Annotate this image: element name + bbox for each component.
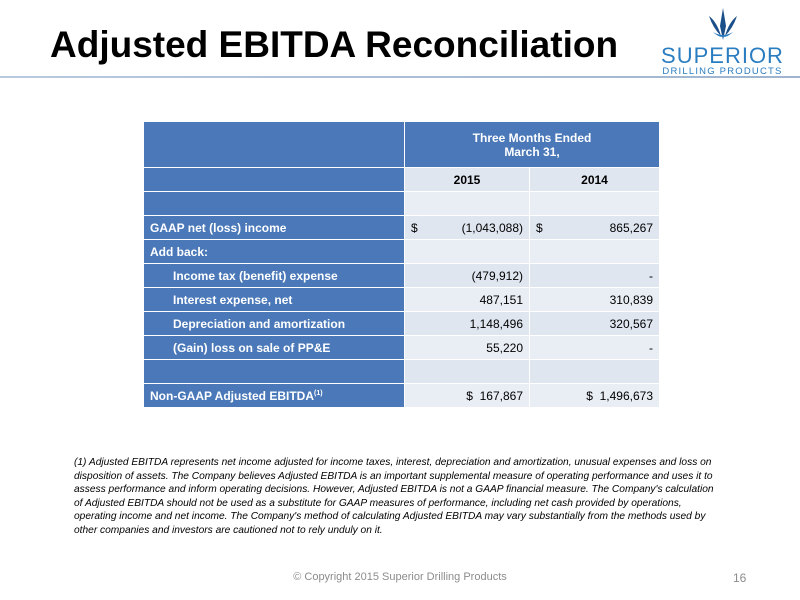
footnote-ref: (1) xyxy=(314,389,323,397)
title-divider xyxy=(0,76,800,78)
row-label: Add back: xyxy=(143,239,405,264)
footnote: (1) Adjusted EBITDA represents net incom… xyxy=(74,457,714,536)
year-2015: 2015 xyxy=(404,167,530,192)
value-2014: 320,567 xyxy=(529,311,660,336)
table-row: Depreciation and amortization 1,148,496 … xyxy=(143,311,660,336)
value-2015: (1,043,088) xyxy=(461,220,523,235)
logo-subtitle: DRILLING PRODUCTS xyxy=(662,66,783,77)
value-2015: (479,912) xyxy=(404,263,530,288)
page-number: 16 xyxy=(733,571,747,585)
table-row: (Gain) loss on sale of PP&E 55,220 - xyxy=(143,335,660,360)
page-title: Adjusted EBITDA Reconciliation xyxy=(50,24,619,65)
drill-bit-logo-icon xyxy=(709,8,737,40)
value-2014: - xyxy=(529,263,660,288)
table-row: Interest expense, net 487,151 310,839 xyxy=(143,287,660,312)
value-2015: 55,220 xyxy=(404,335,530,360)
total-row: Non-GAAP Adjusted EBITDA(1) $ 167,867 $ … xyxy=(143,383,660,408)
company-logo: SUPERIOR DRILLING PRODUCTS xyxy=(650,6,795,77)
period-header-line2: March 31, xyxy=(504,144,560,159)
row-label: Income tax (benefit) expense xyxy=(143,263,405,288)
ebitda-reconciliation-table: Three Months Ended March 31, 2015 2014 G… xyxy=(143,121,660,408)
value-2014: 865,267 xyxy=(609,220,653,235)
spacer-row xyxy=(143,191,660,216)
dollar-sign: $ xyxy=(536,220,543,235)
total-label: Non-GAAP Adjusted EBITDA(1) xyxy=(143,383,405,408)
total-2015: $ 167,867 xyxy=(404,383,530,408)
table-row: Add back: xyxy=(143,239,660,264)
year-row-blank xyxy=(143,167,405,192)
table-row: GAAP net (loss) income $ (1,043,088) $865… xyxy=(143,215,660,240)
value-2015: 1,148,496 xyxy=(404,311,530,336)
period-header-line1: Three Months Ended xyxy=(472,130,592,145)
value-2014: 310,839 xyxy=(529,287,660,312)
logo-wordmark: SUPERIOR xyxy=(661,43,784,68)
year-2014: 2014 xyxy=(529,167,660,192)
row-label: (Gain) loss on sale of PP&E xyxy=(143,335,405,360)
year-row: 2015 2014 xyxy=(143,167,660,192)
value-2014: - xyxy=(529,335,660,360)
row-label: Depreciation and amortization xyxy=(143,311,405,336)
table-row: Income tax (benefit) expense (479,912) - xyxy=(143,263,660,288)
header-blank-cell xyxy=(143,121,405,168)
spacer-row xyxy=(143,359,660,384)
copyright: © Copyright 2015 Superior Drilling Produ… xyxy=(293,571,507,583)
row-label: GAAP net (loss) income xyxy=(143,215,405,240)
total-2014: $ 1,496,673 xyxy=(529,383,660,408)
value-2015: 487,151 xyxy=(404,287,530,312)
total-label-text: Non-GAAP Adjusted EBITDA xyxy=(150,388,314,403)
row-label: Interest expense, net xyxy=(143,287,405,312)
period-header: Three Months Ended March 31, xyxy=(404,121,660,168)
table-header-row: Three Months Ended March 31, xyxy=(143,121,660,168)
dollar-sign: $ xyxy=(411,220,418,235)
